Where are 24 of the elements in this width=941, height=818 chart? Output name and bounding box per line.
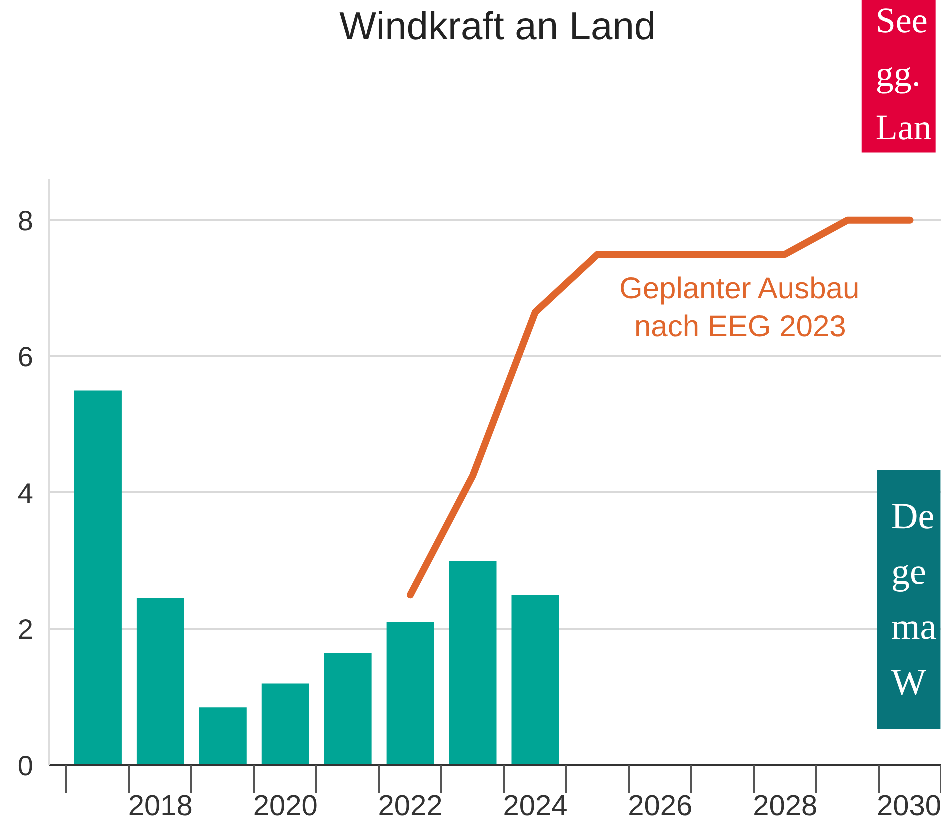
bar [136, 598, 184, 766]
x-tick-label: 2018 [128, 790, 193, 818]
x-tick-label: 2024 [503, 790, 568, 818]
x-tick-label: 2026 [628, 790, 693, 818]
bar [324, 653, 372, 766]
y-tick-label: 4 [18, 478, 34, 509]
bar [262, 684, 310, 766]
y-tick-label: 8 [18, 205, 34, 236]
series-label: Geplanter Ausbau nach EEG 2023 [619, 272, 860, 344]
bar [386, 622, 434, 766]
bar [512, 595, 560, 766]
y-tick-label: 0 [18, 750, 34, 782]
annotation: De ge ma W [892, 496, 937, 704]
x-tick-label: 2028 [753, 790, 818, 818]
x-tick-label: 2030 [876, 790, 941, 818]
y-tick-label: 6 [18, 342, 34, 373]
text: See gg. Lan [876, 0, 932, 148]
y-tick-label: 2 [18, 614, 34, 646]
bar [74, 390, 122, 766]
bar [199, 708, 247, 766]
bar [449, 561, 497, 766]
x-tick-label: 2020 [253, 790, 318, 818]
x-tick-label: 2022 [378, 790, 443, 818]
chart-title: Windkraft an Land [340, 6, 656, 48]
